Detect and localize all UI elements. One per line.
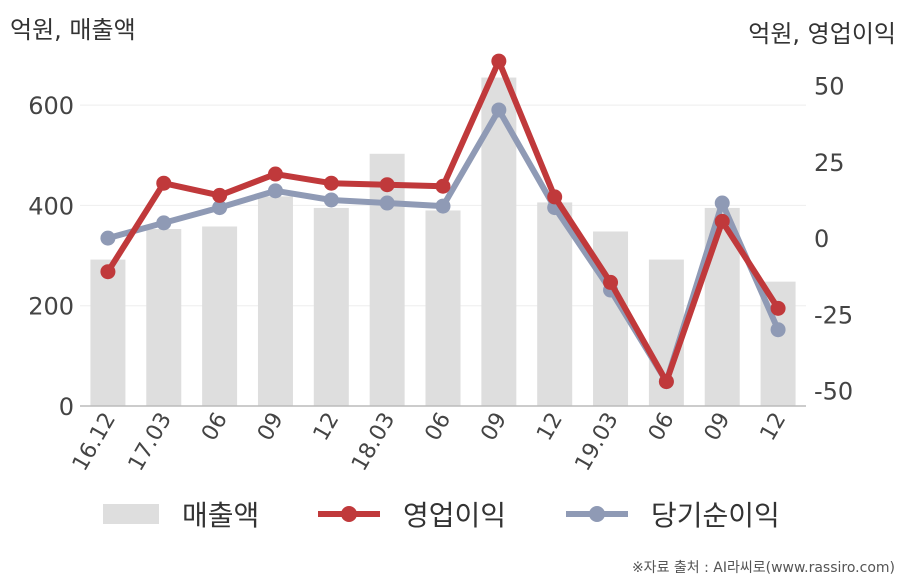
data-point [435, 178, 451, 194]
data-point [714, 195, 730, 211]
legend-label: 당기순이익 [651, 499, 780, 532]
legend-marker [589, 506, 605, 522]
data-point [547, 189, 563, 205]
x-axis-ticks: 16.12 17.03 06 09 12 18.03 06 09 12 19.03 06 09 12 [68, 409, 791, 476]
right-axis-unit: 억원, 영업이익 [748, 20, 896, 48]
data-point [156, 215, 172, 231]
data-point [491, 102, 507, 118]
bar [257, 196, 293, 406]
left-tick-label: 0 [59, 393, 74, 421]
bar [90, 259, 126, 406]
bar [146, 228, 182, 406]
bar [313, 207, 349, 406]
x-tick-label: 12 [532, 409, 568, 446]
left-axis-ticks: 0 200 400 600 [28, 92, 74, 421]
x-tick-label: 06 [644, 409, 680, 446]
data-point [603, 274, 619, 290]
x-tick-label: 17.03 [124, 409, 177, 476]
x-tick-label: 16.12 [68, 409, 121, 476]
left-tick-label: 200 [28, 293, 74, 321]
data-point [156, 175, 172, 191]
legend-swatch [103, 504, 159, 524]
data-point [379, 195, 395, 211]
x-tick-label: 06 [421, 409, 457, 446]
right-tick-label: -50 [814, 378, 853, 406]
legend-marker [341, 506, 357, 522]
right-tick-label: 25 [814, 149, 845, 177]
legend: 매출액 영업이익 당기순이익 [103, 499, 780, 532]
right-tick-label: -25 [814, 301, 853, 329]
right-axis-ticks: 50 25 0 -25 -50 [814, 73, 853, 406]
data-point [714, 213, 730, 229]
x-tick-label: 09 [700, 409, 736, 446]
data-point [323, 175, 339, 191]
x-tick-label: 18.03 [347, 409, 400, 476]
bar [425, 210, 461, 406]
data-point [770, 300, 786, 316]
data-point [267, 166, 283, 182]
bar [593, 231, 629, 406]
data-point [379, 177, 395, 193]
data-point [212, 200, 228, 216]
left-tick-label: 600 [28, 92, 74, 120]
left-axis-unit: 억원, 매출액 [10, 16, 136, 44]
bar [202, 226, 238, 406]
bar [537, 202, 573, 406]
x-tick-label: 12 [309, 409, 345, 446]
line-series [100, 53, 786, 390]
data-point [323, 192, 339, 208]
x-tick-label: 09 [476, 409, 512, 446]
legend-label: 영업이익 [403, 499, 506, 532]
data-point [267, 183, 283, 199]
x-tick-label: 19.03 [571, 409, 624, 476]
x-tick-label: 06 [197, 409, 233, 446]
data-point [100, 264, 116, 280]
left-tick-label: 400 [28, 192, 74, 220]
source-note: ※자료 출처 : AI라씨로(www.rassiro.com) [632, 560, 895, 576]
legend-label: 매출액 [182, 499, 259, 532]
bar-series [90, 77, 796, 407]
data-point [100, 230, 116, 246]
right-tick-label: 0 [814, 225, 829, 253]
right-tick-label: 50 [814, 73, 845, 101]
x-tick-label: 09 [253, 409, 289, 446]
x-tick-label: 12 [756, 409, 792, 446]
data-point [435, 198, 451, 214]
data-point [491, 53, 507, 69]
data-point [770, 322, 786, 338]
data-point [212, 187, 228, 203]
data-point [658, 374, 674, 390]
